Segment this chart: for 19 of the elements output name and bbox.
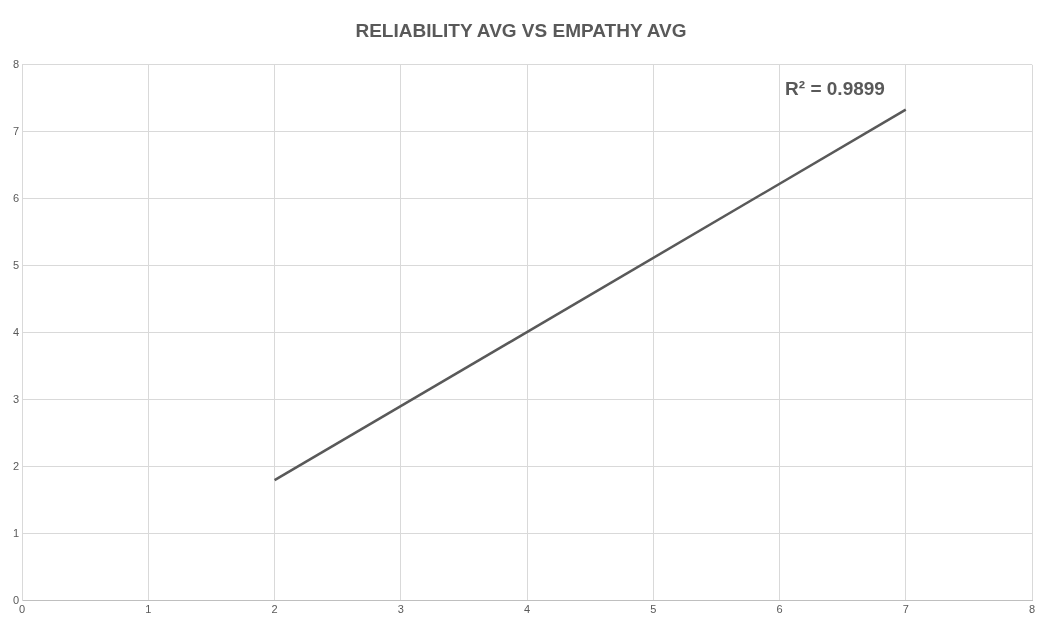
x-tick-label: 2 <box>271 603 278 616</box>
y-tick-label: 6 <box>12 191 20 204</box>
y-tick-label: 5 <box>12 258 20 271</box>
x-tick-label: 3 <box>397 603 404 616</box>
x-tick-label: 7 <box>902 603 909 616</box>
y-tick-label: 7 <box>12 124 20 137</box>
chart-title: RELIABILITY AVG VS EMPATHY AVG <box>355 19 687 41</box>
x-tick-label: 8 <box>1028 603 1036 616</box>
y-tick-label: 2 <box>12 459 20 472</box>
x-tick-label: 4 <box>524 603 531 616</box>
y-tick-label: 3 <box>12 392 20 405</box>
x-tick-label: 6 <box>776 603 783 616</box>
y-tick-label: 1 <box>12 526 20 539</box>
y-tick-label: 4 <box>12 325 20 338</box>
annotation: R² = 0.9899 <box>785 78 885 100</box>
y-tick-label: 8 <box>12 57 20 70</box>
y-tick-label: 0 <box>12 593 20 606</box>
x-tick-label: 1 <box>145 603 152 616</box>
x-tick-label: 5 <box>650 603 657 616</box>
